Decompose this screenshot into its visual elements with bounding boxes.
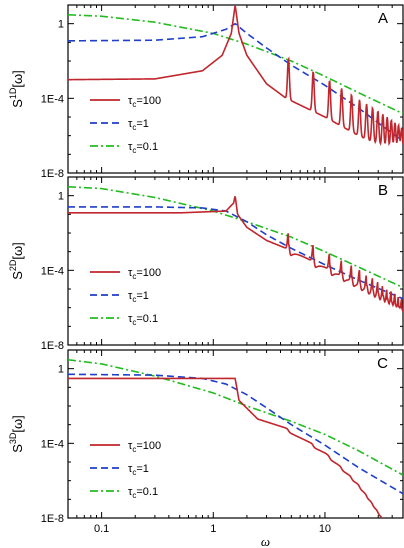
y-tick-label: 1E-8	[41, 340, 64, 352]
y-axis-label: S1D[ω]	[8, 70, 25, 108]
series-group	[68, 358, 403, 518]
series-line-tau100	[68, 377, 383, 518]
legend-label: τc=100	[128, 95, 161, 109]
panel-letter: C	[377, 355, 388, 372]
y-tick-label: 1E-4	[41, 93, 64, 105]
series-group	[68, 185, 403, 313]
y-tick-label: 1E-8	[41, 168, 64, 180]
x-tick-label: 10	[319, 523, 331, 535]
y-tick-label: 1E-4	[41, 265, 64, 277]
plot-frame	[67, 349, 404, 519]
legend-label: τc=0.1	[128, 141, 158, 155]
y-tick-label: 1E-4	[41, 438, 64, 450]
panel-A: 1 1E-4 1E-8 S1D[ω] Aτc=100 τc=1 τc=0.1	[8, 4, 404, 180]
legend-label: τc=0.1	[128, 486, 158, 500]
x-tick-label: 0.1	[94, 523, 109, 535]
legend-label: τc=1	[128, 118, 149, 132]
panel-letter: A	[378, 10, 388, 27]
panel-B: 1 1E-4 1E-8 S2D[ω] Bτc=100 τc=1 τc=0.1	[8, 176, 404, 352]
x-axis-label: ω	[261, 534, 270, 548]
series-line-tau1	[68, 206, 403, 300]
legend-label: τc=100	[128, 267, 161, 281]
panel-letter: B	[378, 182, 388, 199]
y-axis-label: S3D[ω]	[8, 415, 25, 453]
series-line-tau100	[68, 196, 403, 313]
y-axis-label: S2D[ω]	[8, 242, 25, 280]
plot-frame	[67, 4, 404, 174]
y-tick-label: 1	[58, 19, 64, 31]
y-tick-label: 1	[58, 191, 64, 203]
y-tick-label: 1	[58, 364, 64, 376]
series-line-tau01	[68, 185, 403, 289]
y-tick-label: 1E-8	[41, 513, 64, 525]
legend: τc=100 τc=1 τc=0.1	[90, 440, 161, 500]
plot-frame	[67, 176, 404, 346]
series-line-tau100	[68, 5, 403, 147]
legend-label: τc=1	[128, 290, 149, 304]
legend-label: τc=100	[128, 440, 161, 454]
legend: τc=100 τc=1 τc=0.1	[90, 267, 161, 327]
series-line-tau1	[68, 22, 403, 142]
series-group	[68, 5, 403, 147]
legend-label: τc=0.1	[128, 313, 158, 327]
legend: τc=100 τc=1 τc=0.1	[90, 95, 161, 155]
legend-label: τc=1	[128, 463, 149, 477]
x-tick-label: 1	[210, 523, 216, 535]
series-line-tau1	[68, 373, 403, 495]
series-line-tau01	[68, 358, 403, 476]
panel-C: 1 1E-4 1E-8 0.1 1 10 ω S3D[ω] Cτc=100 τc=1 τc=0.1	[8, 349, 404, 548]
series-line-tau01	[68, 13, 403, 115]
